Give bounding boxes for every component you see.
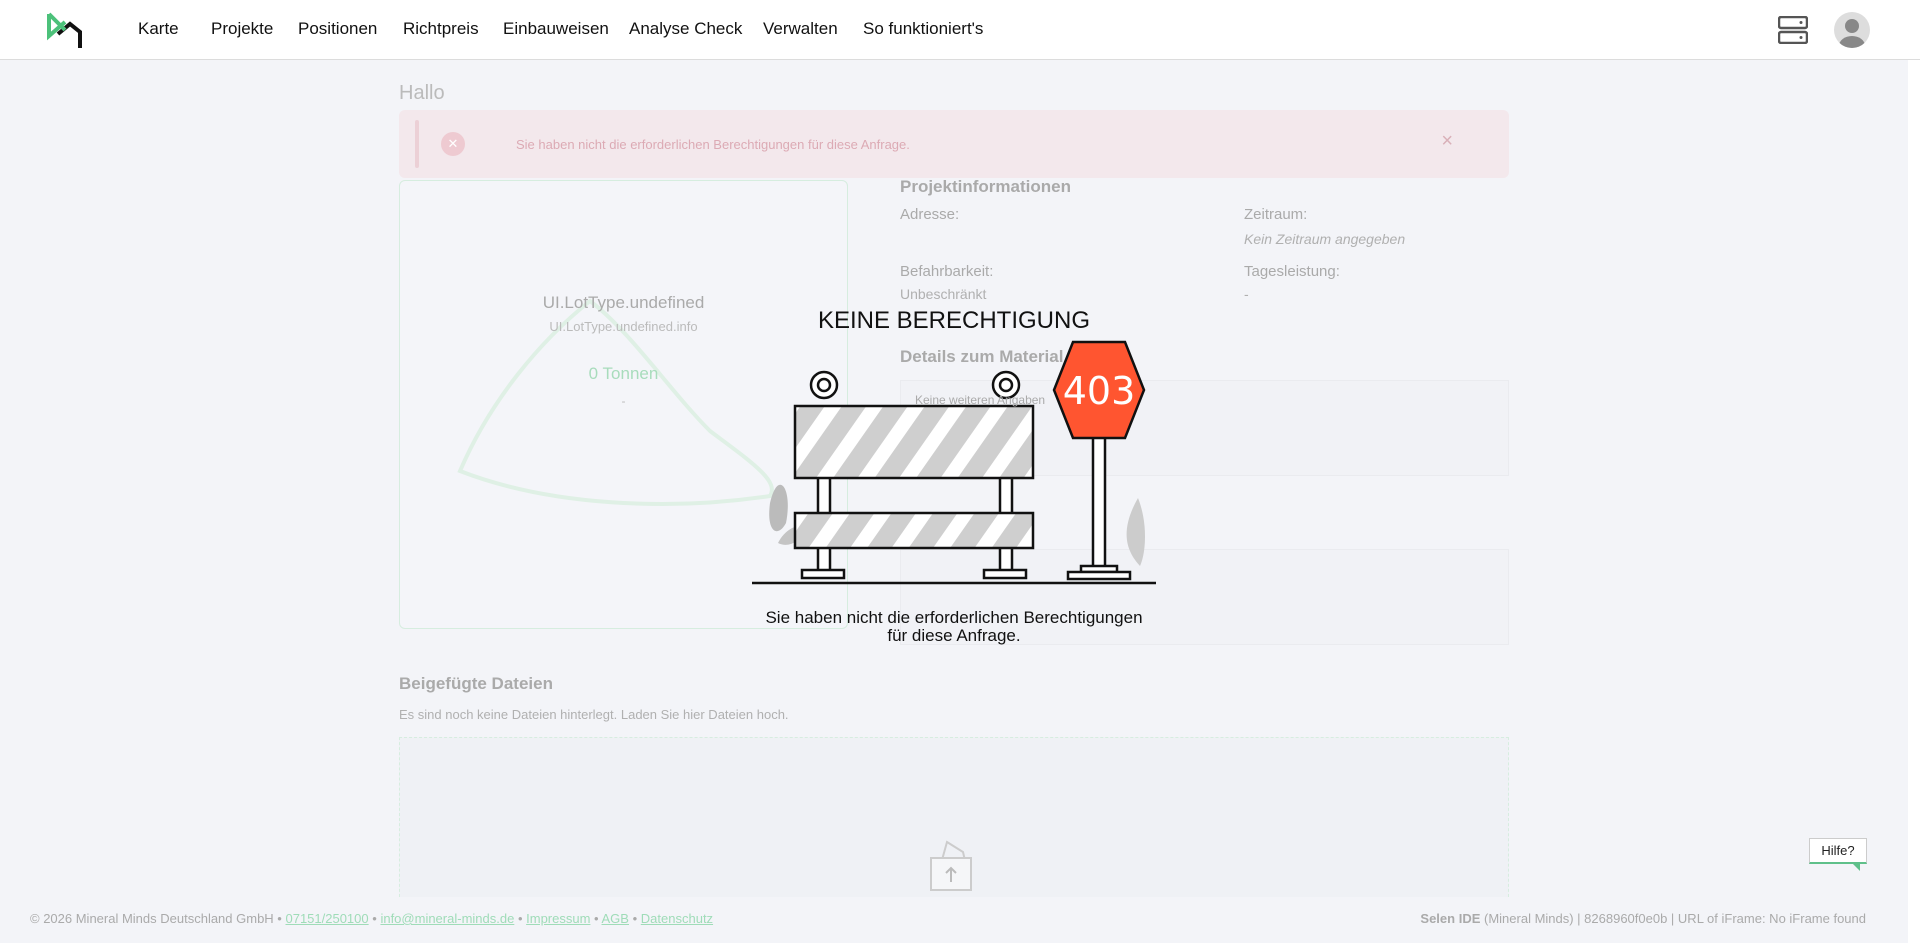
error-alert: ✕ Sie haben nicht die erforderlichen Ber… — [399, 110, 1509, 178]
help-button[interactable]: Hilfe? — [1809, 838, 1867, 871]
nav-so-funktionierts[interactable]: So funktioniert's — [863, 19, 984, 38]
modal-message: Sie haben nicht die erforderlichen Berec… — [765, 608, 1143, 645]
lot-type-title: UI.LotType.undefined — [542, 293, 705, 312]
top-navbar: Karte Projekte Positionen Richtpreis Ein… — [0, 0, 1920, 60]
project-info-title: Projektinformationen — [900, 177, 1071, 196]
alert-close-button[interactable]: × — [1441, 130, 1453, 152]
separator: • — [372, 911, 377, 926]
separator: • — [517, 911, 523, 926]
nav-verwalten[interactable]: Verwalten — [763, 19, 838, 38]
footer-right: Selen IDE (Mineral Minds) | 8268960f0e0b… — [1420, 911, 1866, 926]
user-icon — [1839, 19, 1865, 48]
access-value: Unbeschränkt — [900, 286, 987, 302]
footer-left: © 2026 Mineral Minds Deutschland GmbH • … — [30, 911, 713, 926]
server-icon[interactable] — [1778, 16, 1808, 44]
nav-einbauweisen[interactable]: Einbauweisen — [503, 19, 609, 38]
lot-type-info: UI.LotType.undefined.info — [549, 319, 698, 334]
material-title: Details zum Material — [900, 347, 1064, 366]
user-avatar[interactable] — [1834, 12, 1870, 48]
greeting: Hallo — [399, 82, 445, 104]
page-scrollbar[interactable] — [1908, 60, 1920, 943]
period-label: Zeitraum: — [1244, 206, 1308, 223]
material-pile-icon — [457, 298, 774, 506]
separator: • — [632, 911, 638, 926]
copyright: © 2026 Mineral Minds Deutschland GmbH • — [30, 911, 282, 926]
roadblock-403-illustration: 403 — [752, 340, 1156, 585]
upload-icon — [930, 840, 972, 891]
error-code: 403 — [1063, 369, 1136, 413]
agb-link[interactable]: AGB — [601, 911, 629, 926]
lot-amount: 0 Tonnen — [588, 364, 659, 383]
x-circle-icon: ✕ — [441, 132, 465, 156]
email-link[interactable]: info@mineral-minds.de — [380, 911, 515, 926]
nav-positionen[interactable]: Positionen — [298, 19, 378, 38]
alert-message: Sie haben nicht die erforderlichen Berec… — [516, 137, 910, 152]
nav-richtpreis[interactable]: Richtpreis — [403, 19, 479, 38]
file-dropzone[interactable] — [399, 737, 1509, 897]
lot-card: UI.LotType.undefined UI.LotType.undefine… — [399, 180, 848, 629]
phone-link[interactable]: 07151/250100 — [285, 911, 369, 926]
lot-dash: - — [621, 394, 626, 408]
impressum-link[interactable]: Impressum — [526, 911, 591, 926]
files-text: Es sind noch keine Dateien hinterlegt. L… — [399, 707, 789, 722]
separator: • — [594, 911, 599, 926]
nav-projekte[interactable]: Projekte — [211, 19, 274, 38]
ide-name: Selen IDE — [1420, 911, 1481, 926]
files-title: Beigefügte Dateien — [399, 674, 553, 693]
material-text: Keine weiteren Angaben — [915, 393, 1046, 407]
access-label: Befahrbarkeit: — [900, 263, 994, 280]
daily-label: Tagesleistung: — [1244, 263, 1340, 280]
address-label: Adresse: — [900, 206, 960, 223]
alert-accent-bar — [415, 120, 419, 168]
nav-analyse-check[interactable]: Analyse Check — [629, 19, 743, 38]
period-value: Kein Zeitraum angegeben — [1244, 231, 1406, 247]
mineral-minds-logo[interactable] — [46, 12, 84, 48]
modal-title: KEINE BERECHTIGUNG — [817, 307, 1091, 334]
daily-value: - — [1244, 286, 1249, 302]
datenschutz-link[interactable]: Datenschutz — [640, 911, 714, 926]
build-info: (Mineral Minds) | 8268960f0e0b | URL of … — [1484, 911, 1866, 926]
nav-karte[interactable]: Karte — [138, 19, 179, 38]
